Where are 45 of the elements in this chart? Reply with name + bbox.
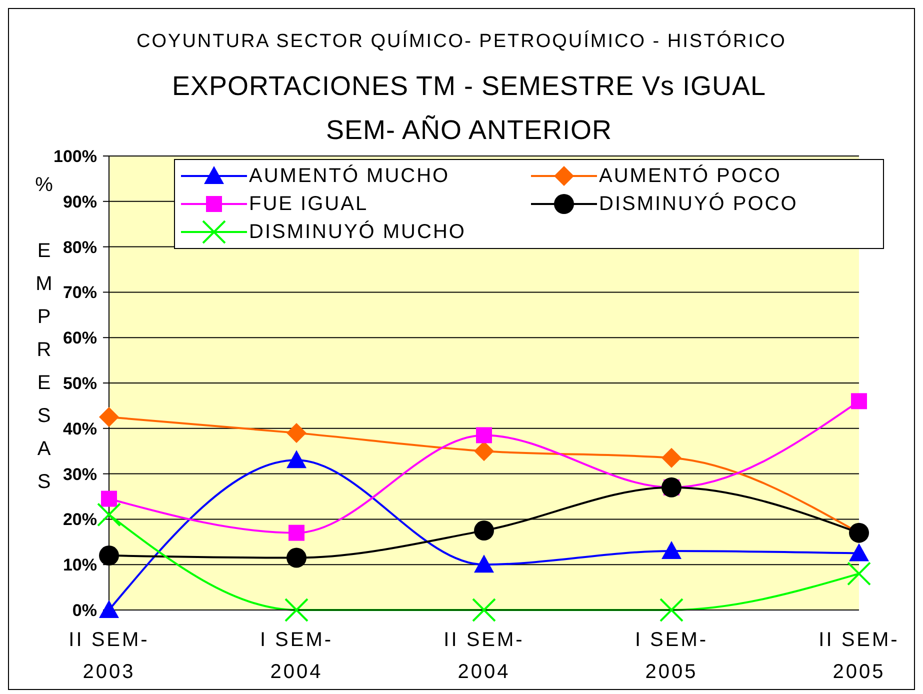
x-tick-label: I SEM- 2004 — [260, 629, 334, 683]
point — [849, 543, 869, 562]
y-tick-label: 60% — [62, 328, 97, 348]
y-tick-label: 70% — [62, 283, 97, 302]
x-tick-label: II SEM- 2004 — [444, 629, 524, 683]
point — [286, 548, 306, 568]
point — [99, 600, 119, 618]
point — [286, 450, 306, 468]
point — [284, 598, 308, 622]
point — [660, 598, 684, 622]
point — [662, 540, 682, 559]
point — [99, 546, 119, 566]
point — [97, 502, 121, 527]
point — [99, 407, 119, 428]
legend-label: DISMINUYÓ MUCHO — [249, 220, 466, 244]
x-tick-label: II SEM- 2003 — [68, 629, 150, 683]
y-tick-label: 30% — [62, 464, 97, 484]
point — [851, 393, 867, 410]
x-tick-label: I SEM- 2005 — [634, 629, 708, 683]
point — [847, 562, 871, 586]
point — [662, 448, 682, 468]
chart-title: COYUNTURA SECTOR QUÍMICO- PETROQUÍMICO - HISTÓRICO — [136, 31, 788, 53]
point — [474, 520, 494, 541]
point — [474, 554, 494, 573]
point — [288, 524, 304, 541]
chart-subtitle: EXPORTACIONES TM - SEMESTRE Vs IGUAL SEM- AÑO ANTERIOR — [170, 70, 768, 147]
x-tick-label: II SEM- 2005 — [818, 629, 900, 683]
y-tick-label: 80% — [62, 238, 97, 257]
point — [474, 441, 494, 462]
point — [286, 422, 306, 443]
y-tick-label: 10% — [62, 556, 97, 575]
legend-label: AUMENTÓ POCO — [599, 164, 782, 188]
legend-label: FUE IGUAL — [249, 192, 368, 216]
y-tick-label: 40% — [62, 419, 97, 438]
point — [476, 427, 492, 444]
y-tick-label: 100% — [54, 147, 97, 166]
legend-label: AUMENTÓ MUCHO — [249, 164, 450, 188]
y-tick-label: 50% — [62, 374, 97, 394]
text: % EMPRESAS — [35, 174, 53, 493]
point — [101, 490, 117, 507]
y-tick-label: 0% — [72, 601, 97, 620]
point — [472, 598, 496, 622]
legend-label: DISMINUYÓ POCO — [599, 192, 798, 216]
y-tick-label: 90% — [62, 192, 97, 212]
y-tick-label: 20% — [62, 510, 97, 530]
